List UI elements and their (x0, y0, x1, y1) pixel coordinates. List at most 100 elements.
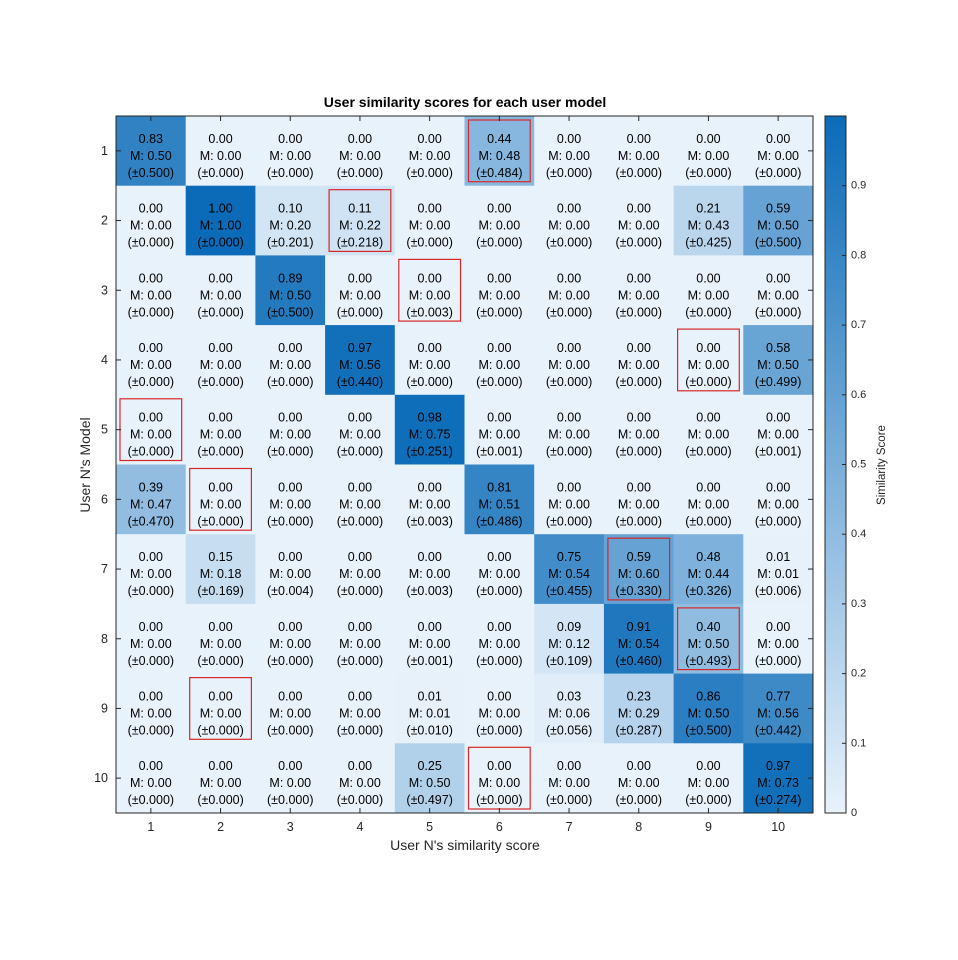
cell-value-label: 0.00 (417, 480, 441, 494)
cell-mean-label: M: 0.00 (200, 776, 242, 790)
heatmap-cell (185, 673, 256, 744)
cell-std-label: (±0.000) (755, 514, 801, 528)
cell-value-label: 0.00 (278, 480, 302, 494)
chart-title: User similarity scores for each user mod… (324, 94, 606, 110)
plot-area-border (115, 115, 814, 814)
cell-mean-label: M: 0.00 (409, 288, 451, 302)
cell-mean-label: M: 0.50 (688, 706, 730, 720)
heatmap-cell (394, 743, 465, 814)
heatmap-cell (464, 743, 535, 814)
cell-mean-label: M: 0.00 (688, 358, 730, 372)
cell-std-label: (±0.330) (616, 584, 662, 598)
cell-std-label: (±0.000) (406, 375, 452, 389)
cell-value-label: 0.00 (278, 550, 302, 564)
cell-value-label: 0.00 (557, 759, 581, 773)
cell-mean-label: M: 0.00 (409, 219, 451, 233)
cell-value-label: 0.00 (208, 759, 232, 773)
cell-value-label: 0.00 (348, 550, 372, 564)
cell-mean-label: M: 0.00 (269, 149, 311, 163)
cell-std-label: (±0.000) (476, 305, 522, 319)
colorbar-tick-label: 0.1 (851, 737, 866, 749)
heatmap-cell (534, 743, 605, 814)
heatmap-cell (255, 255, 326, 326)
cell-std-label: (±0.000) (128, 305, 174, 319)
cell-value-label: 0.00 (139, 759, 163, 773)
cell-value-label: 0.00 (417, 620, 441, 634)
heatmap-cell (464, 603, 535, 675)
heatmap-cell (534, 325, 605, 396)
cell-std-label: (±0.000) (755, 654, 801, 668)
cell-value-label: 0.00 (487, 550, 511, 564)
heatmap-cell (603, 534, 675, 605)
cell-value-label: 0.00 (696, 341, 720, 355)
cell-mean-label: M: 0.00 (130, 637, 172, 651)
cell-std-label: (±0.000) (337, 305, 383, 319)
x-axis: 1 2 3 4 5 6 7 8 9 10 (147, 116, 785, 834)
heatmap-cell (394, 603, 465, 675)
cell-mean-label: M: 0.00 (479, 428, 521, 442)
cell-std-label: (±0.000) (197, 514, 243, 528)
cell-mean-label: M: 0.00 (479, 776, 521, 790)
cell-std-label: (±0.493) (685, 654, 731, 668)
colorbar-tick-label: 0.8 (851, 249, 866, 261)
heatmap-cell (185, 603, 256, 675)
cell-value-label: 0.00 (139, 620, 163, 634)
heatmap-cell (464, 673, 535, 744)
cell-value-label: 0.00 (487, 341, 511, 355)
heatmap-cell (743, 255, 814, 326)
heatmap-cell (464, 394, 535, 465)
cell-mean-label: M: 0.44 (688, 567, 730, 581)
cell-std-label: (±0.001) (755, 445, 801, 459)
cell-std-label: (±0.274) (755, 793, 801, 807)
x-tick-label: 5 (426, 820, 433, 834)
heatmap-cell (255, 743, 326, 814)
y-axis-label: User N's Model (77, 417, 93, 512)
cell-value-label: 0.00 (557, 202, 581, 216)
cell-value-label: 0.00 (417, 550, 441, 564)
x-axis-label: User N's similarity score (390, 837, 540, 853)
cell-value-label: 0.23 (627, 689, 651, 703)
x-tick-label: 9 (705, 820, 712, 834)
y-tick-label: 4 (101, 353, 108, 367)
cell-std-label: (±0.169) (197, 584, 243, 598)
highlight-box (398, 258, 462, 322)
heatmap-cell (325, 325, 396, 396)
cell-mean-label: M: 0.00 (688, 497, 730, 511)
cell-mean-label: M: 0.00 (618, 149, 660, 163)
cell-mean-label: M: 0.00 (409, 149, 451, 163)
cell-value-label: 0.01 (766, 550, 790, 564)
heatmap-cell (743, 185, 814, 256)
cell-mean-label: M: 0.00 (548, 428, 590, 442)
heatmap-cell (255, 394, 326, 465)
cell-std-label: (±0.000) (197, 375, 243, 389)
cell-mean-label: M: 0.00 (688, 288, 730, 302)
cell-value-label: 0.98 (417, 411, 441, 425)
cell-std-label: (±0.442) (755, 723, 801, 737)
colorbar-tick-label: 0.7 (851, 319, 866, 331)
heatmap-cell (325, 255, 396, 326)
cell-std-label: (±0.000) (337, 793, 383, 807)
heatmap-cell (464, 116, 535, 187)
cell-std-label: (±0.003) (406, 305, 452, 319)
highlight-box (189, 676, 252, 740)
cell-std-label: (±0.003) (406, 514, 452, 528)
cell-mean-label: M: 0.51 (479, 497, 521, 511)
heatmap-cell (534, 116, 605, 187)
cell-std-label: (±0.000) (197, 305, 243, 319)
y-tick-label: 6 (101, 492, 108, 506)
heatmap-cell (743, 743, 814, 814)
cell-std-label: (±0.004) (267, 584, 313, 598)
heatmap-cell (116, 464, 187, 535)
cell-value-label: 0.00 (278, 341, 302, 355)
cell-value-label: 0.00 (487, 620, 511, 634)
heatmap-cell (325, 394, 396, 465)
cell-std-label: (±0.000) (337, 584, 383, 598)
cell-value-label: 0.00 (139, 689, 163, 703)
cell-value-label: 0.59 (627, 550, 651, 564)
cell-mean-label: M: 0.00 (339, 776, 381, 790)
cell-mean-label: M: 0.00 (618, 358, 660, 372)
cell-value-label: 0.91 (627, 620, 651, 634)
heatmap-cell (603, 673, 675, 744)
cell-mean-label: M: 0.48 (479, 149, 521, 163)
y-tick-label: 9 (101, 701, 108, 715)
